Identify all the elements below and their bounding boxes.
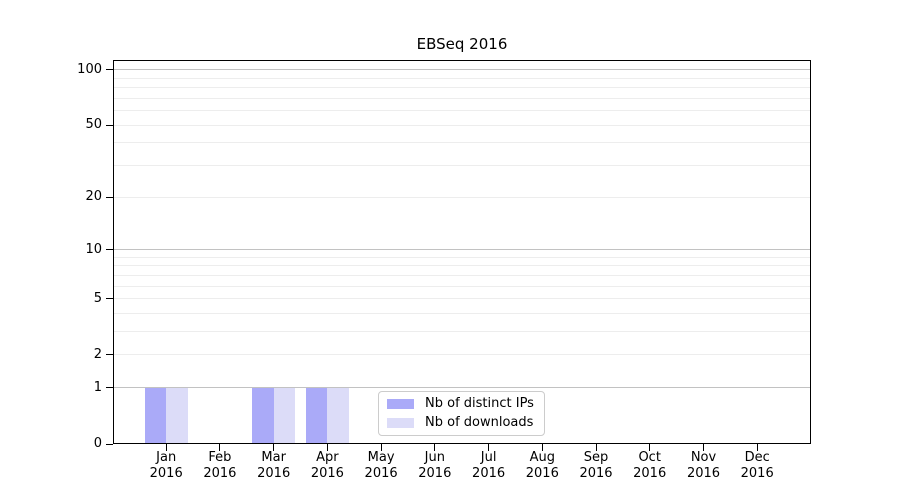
x-tick-label: Jun 2016: [393, 450, 477, 482]
x-tick-month: Oct: [638, 450, 661, 465]
x-tick-label: Jul 2016: [447, 450, 531, 482]
legend-label-downloads: Nb of downloads: [425, 415, 534, 430]
y-tick-label: 10: [85, 241, 102, 257]
x-tick-month: Feb: [208, 450, 232, 465]
y-tick: [106, 196, 113, 198]
x-tick-year: 2016: [364, 466, 398, 481]
y-tick-label: 20: [85, 189, 102, 205]
y-gridline-minor: [114, 124, 810, 126]
x-tick-label: Sep 2016: [554, 450, 638, 482]
x-tick-label: Jan 2016: [124, 450, 208, 482]
x-tick-month: Jul: [480, 450, 497, 465]
x-tick-month: Nov: [690, 450, 717, 465]
y-gridline-minor: [114, 313, 810, 314]
y-tick-label: 0: [93, 436, 102, 451]
x-tick: [703, 444, 704, 451]
y-gridline-minor: [114, 77, 810, 79]
y-tick: [106, 298, 113, 300]
chart-title: EBSeq 2016: [416, 35, 508, 53]
x-tick-month: Aug: [529, 450, 555, 465]
bar-downloads-jan: [166, 387, 188, 443]
x-tick-year: 2016: [257, 466, 291, 481]
y-tick-label: 2: [93, 346, 102, 362]
y-gridline-minor: [114, 265, 810, 267]
x-tick: [380, 444, 382, 451]
x-tick-month: May: [367, 450, 395, 465]
y-gridline-major: [114, 69, 810, 71]
x-tick: [756, 444, 758, 451]
x-tick-month: Jun: [424, 450, 445, 465]
legend-item-distinct-ips: Nb of distinct IPs: [387, 396, 544, 412]
y-tick-label: 100: [77, 61, 102, 77]
x-tick-year: 2016: [149, 466, 183, 481]
x-tick-month: Sep: [583, 450, 609, 465]
x-tick: [595, 444, 597, 451]
legend-swatch-downloads-icon: [387, 418, 414, 428]
bar-distinct-ips-jan: [144, 387, 167, 443]
bar-distinct-ips-apr: [305, 387, 328, 443]
x-tick: [273, 444, 275, 451]
x-tick-year: 2016: [579, 466, 613, 481]
x-tick-label: Dec 2016: [715, 450, 799, 482]
x-tick: [649, 444, 651, 451]
x-tick-year: 2016: [633, 466, 667, 481]
x-tick: [326, 444, 328, 451]
x-tick-year: 2016: [418, 466, 452, 481]
legend-swatch-distinct-ips-icon: [387, 399, 414, 409]
x-tick-month: Dec: [744, 450, 770, 465]
y-gridline-minor: [114, 256, 810, 258]
y-gridline-minor: [114, 97, 810, 99]
y-gridline-minor: [114, 298, 810, 300]
y-tick: [106, 249, 113, 251]
bar-downloads-mar: [273, 387, 296, 443]
y-tick: [106, 387, 113, 389]
y-tick: [106, 69, 113, 71]
y-gridline-major: [114, 387, 810, 389]
legend: Nb of distinct IPs Nb of downloads: [378, 391, 545, 436]
x-tick-year: 2016: [203, 466, 237, 481]
y-gridline-minor: [114, 196, 810, 198]
x-tick-label: Aug 2016: [500, 450, 584, 482]
y-tick: [106, 124, 113, 126]
y-gridline-minor: [114, 165, 810, 167]
y-gridline-minor: [114, 142, 810, 144]
y-tick-label: 1: [93, 379, 102, 395]
y-gridline-minor: [114, 87, 810, 89]
x-tick-label: Oct 2016: [608, 450, 692, 482]
legend-label-distinct-ips: Nb of distinct IPs: [425, 396, 534, 411]
x-tick-year: 2016: [310, 466, 344, 481]
x-tick: [488, 444, 490, 451]
x-tick-year: 2016: [686, 466, 721, 481]
y-gridline-minor: [114, 354, 810, 356]
x-tick-year: 2016: [525, 466, 559, 481]
y-gridline-major: [114, 249, 810, 251]
x-tick-year: 2016: [740, 466, 774, 481]
x-tick-month: Apr: [316, 450, 339, 465]
bar-downloads-apr: [327, 387, 349, 443]
x-tick-label: Nov 2016: [662, 450, 746, 482]
x-tick: [434, 444, 436, 451]
bar-distinct-ips-mar: [252, 387, 274, 443]
y-tick-label: 5: [93, 290, 102, 306]
x-tick: [541, 444, 543, 451]
x-tick-year: 2016: [472, 466, 506, 481]
legend-item-downloads: Nb of downloads: [387, 415, 544, 431]
x-tick-month: Mar: [261, 450, 286, 465]
x-tick-month: Jan: [156, 450, 177, 465]
x-tick-label: Mar 2016: [232, 450, 316, 482]
y-gridline-minor: [114, 274, 810, 276]
y-gridline-minor: [114, 110, 810, 112]
x-tick-label: May 2016: [339, 450, 423, 482]
y-gridline-minor: [114, 331, 810, 333]
x-tick: [219, 444, 221, 451]
x-tick-label: Feb 2016: [178, 450, 262, 482]
x-tick: [165, 444, 167, 451]
y-gridline-minor: [114, 285, 810, 287]
y-tick: [106, 354, 113, 356]
y-tick-label: 50: [85, 117, 102, 133]
x-tick-label: Apr 2016: [285, 450, 369, 482]
y-tick: [106, 443, 113, 445]
